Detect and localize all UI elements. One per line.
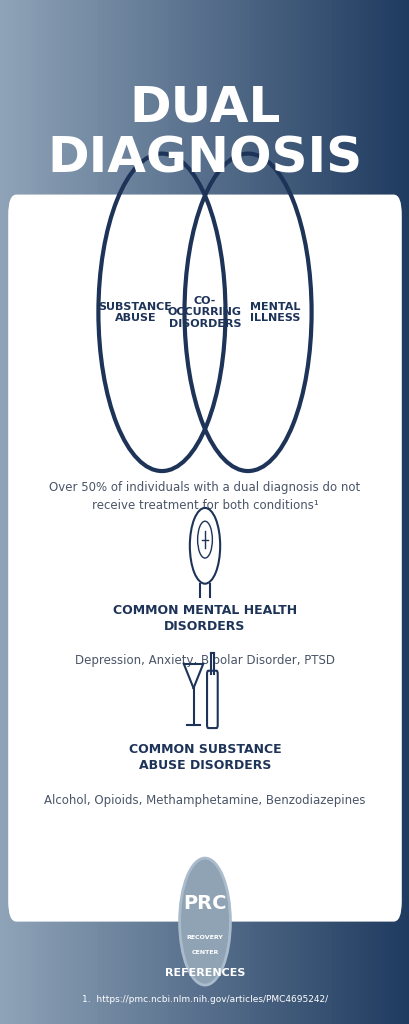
Text: REFERENCES: REFERENCES — [164, 968, 245, 978]
Text: SUBSTANCE
ABUSE: SUBSTANCE ABUSE — [98, 301, 172, 324]
Circle shape — [179, 858, 230, 985]
Text: MENTAL
ILLNESS: MENTAL ILLNESS — [249, 301, 299, 324]
FancyBboxPatch shape — [8, 195, 401, 922]
Text: CO-
OCCURRING
DISORDERS: CO- OCCURRING DISORDERS — [168, 296, 241, 329]
Text: Depression, Anxiety, Bipolar Disorder, PTSD: Depression, Anxiety, Bipolar Disorder, P… — [75, 654, 334, 667]
Text: COMMON SUBSTANCE
ABUSE DISORDERS: COMMON SUBSTANCE ABUSE DISORDERS — [128, 743, 281, 772]
Text: CENTER: CENTER — [191, 950, 218, 954]
Text: RECOVERY: RECOVERY — [186, 936, 223, 940]
Text: COMMON MENTAL HEALTH
DISORDERS: COMMON MENTAL HEALTH DISORDERS — [112, 604, 297, 633]
Text: Over 50% of individuals with a dual diagnosis do not
receive treatment for both : Over 50% of individuals with a dual diag… — [49, 481, 360, 512]
Text: PRC: PRC — [183, 894, 226, 912]
Text: DIAGNOSIS: DIAGNOSIS — [47, 135, 362, 182]
Text: Alcohol, Opioids, Methamphetamine, Benzodiazepines: Alcohol, Opioids, Methamphetamine, Benzo… — [44, 795, 365, 807]
Text: 1.  https://pmc.ncbi.nlm.nih.gov/articles/PMC4695242/: 1. https://pmc.ncbi.nlm.nih.gov/articles… — [82, 995, 327, 1004]
Text: DUAL: DUAL — [129, 84, 280, 131]
